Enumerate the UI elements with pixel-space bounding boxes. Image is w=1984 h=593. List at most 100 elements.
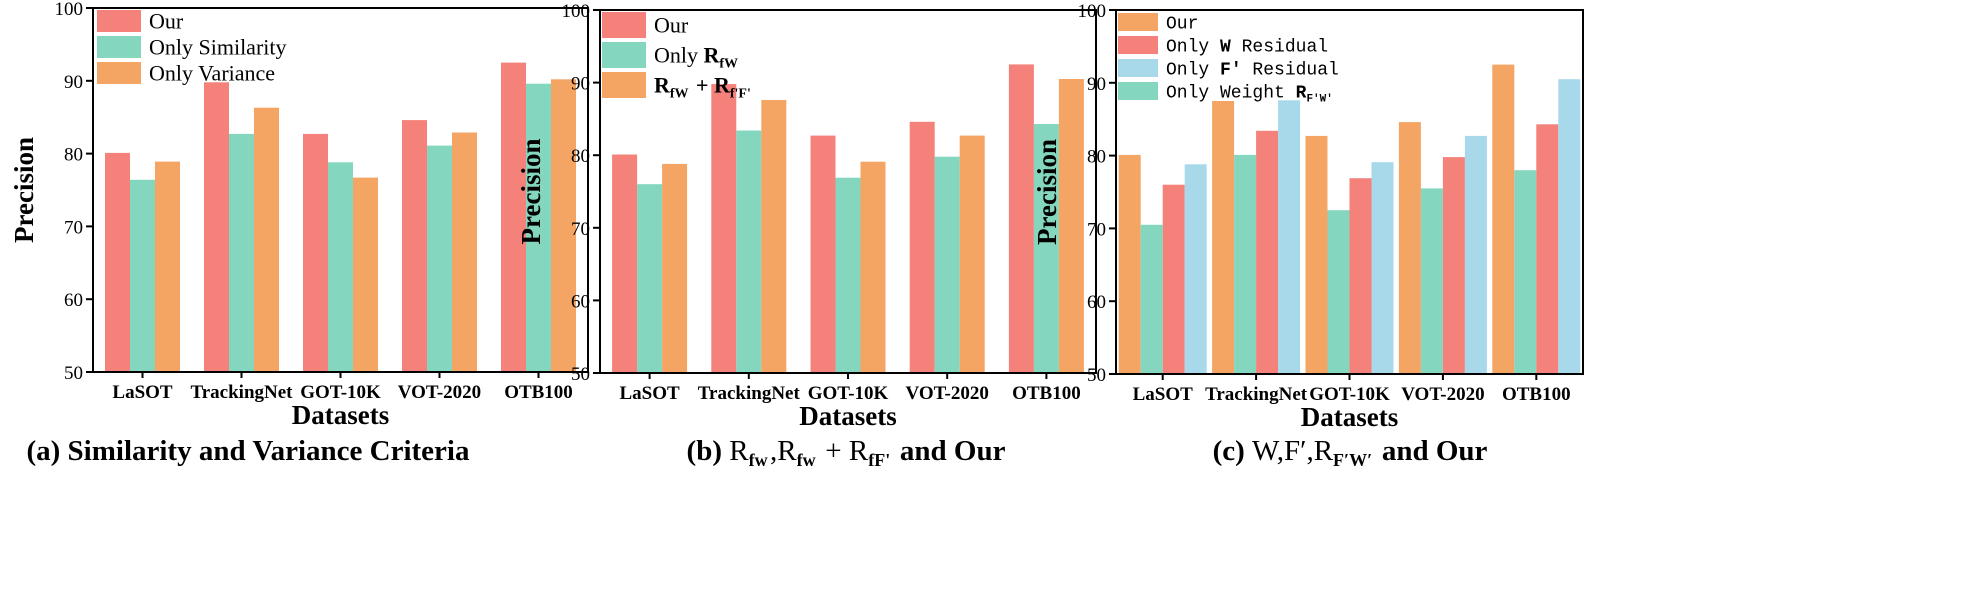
legend-swatch (602, 42, 646, 68)
legend: Our Only W Residual Only F' Residual Only W… (1118, 13, 1339, 105)
y-tick-label: 100 (1078, 1, 1107, 22)
y-tick-label: 80 (571, 146, 590, 167)
y-tick-label: 70 (64, 217, 83, 238)
x-tick-label: GOT-10K (1309, 384, 1390, 405)
legend-label: Only RfW (654, 43, 740, 72)
bar-trackingnet-series-1 (229, 133, 254, 372)
y-tick-label: 60 (571, 291, 590, 312)
bar-lasot-series-3 (1140, 224, 1163, 374)
chart-panel-c: LaSOT TrackingNet GOT-10K VOT-2020 OTB100 50 6… (1032, 1, 1584, 470)
x-axis-title: Datasets (292, 400, 389, 430)
bar-otb100-series-1 (1033, 124, 1059, 373)
bar-trackingnet-series-1 (736, 130, 762, 373)
x-tick-label: GOT-10K (300, 382, 381, 403)
y-tick-label: 50 (1087, 365, 1106, 386)
x-tick-label: GOT-10K (808, 383, 889, 404)
bar-trackingnet-series-0 (711, 84, 737, 373)
legend-swatch (97, 10, 141, 32)
bar-otb100-series-2 (1558, 79, 1581, 374)
legend-label: Only W Residual (1166, 37, 1328, 57)
bar-otb100-series-0 (501, 62, 526, 372)
bar-got-10k-series-3 (1327, 210, 1350, 374)
legend-label: Only Weight RF'W' (1166, 83, 1334, 105)
y-axis-title: Precision (9, 137, 39, 243)
bar-vot-2020-series-1 (427, 145, 452, 372)
bar-vot-2020-series-0 (402, 120, 427, 372)
legend-label: Our (149, 9, 184, 34)
x-tick-label: TrackingNet (190, 382, 293, 403)
y-tick-label: 100 (562, 1, 591, 22)
bar-vot-2020-series-1 (1442, 157, 1465, 374)
legend-swatch (97, 62, 141, 84)
panel-caption: (b) Rfw ,Rfw + RfF' and Our (687, 435, 1006, 470)
legend-swatch (1118, 36, 1158, 54)
bar-got-10k-series-0 (1305, 135, 1328, 374)
x-tick-label: LaSOT (112, 382, 173, 403)
legend-label: RfW + Rf'F' (654, 73, 753, 102)
chart-panel-b: LaSOT TrackingNet GOT-10K VOT-2020 OTB100 50 6… (516, 1, 1097, 470)
x-tick-label: TrackingNet (698, 383, 801, 404)
x-tick-label: OTB100 (1012, 383, 1081, 404)
x-tick-label: OTB100 (1502, 384, 1571, 405)
axes-frame (1115, 9, 1584, 375)
y-tick-label: 80 (1087, 147, 1106, 168)
bar-lasot-series-2 (1184, 164, 1207, 374)
bar-trackingnet-series-3 (1234, 154, 1257, 374)
legend-swatch (1118, 82, 1158, 100)
legend-swatch (602, 12, 646, 38)
x-tick-label: VOT-2020 (398, 382, 481, 403)
bar-got-10k-series-1 (328, 162, 353, 372)
bar-lasot-series-0 (612, 154, 638, 373)
y-axis-title: Precision (1032, 139, 1062, 245)
y-tick-label: 60 (64, 290, 83, 311)
bar-got-10k-series-1 (1349, 178, 1372, 374)
bar-lasot-series-0 (105, 152, 130, 372)
bar-got-10k-series-2 (353, 177, 378, 372)
y-tick-label: 100 (55, 0, 84, 20)
x-tick-label: TrackingNet (1205, 384, 1308, 405)
legend-swatch (602, 72, 646, 98)
y-tick-label: 50 (571, 364, 590, 385)
bar-vot-2020-series-2 (452, 132, 477, 372)
bar-lasot-series-1 (637, 184, 663, 373)
bar-otb100-series-3 (1514, 170, 1537, 374)
bar-otb100-series-0 (1008, 64, 1034, 374)
y-axis-title: Precision (516, 139, 546, 245)
bar-lasot-series-2 (155, 161, 180, 372)
x-tick-label: VOT-2020 (1401, 384, 1484, 405)
panel-caption: (c) W,F′,RF′W′ and Our (1213, 435, 1488, 470)
y-tick-label: 90 (64, 72, 83, 93)
axes-frame (92, 7, 589, 373)
bar-vot-2020-series-3 (1420, 188, 1443, 374)
axes-frame (599, 9, 1097, 374)
bar-otb100-series-2 (551, 79, 576, 373)
panel-caption: (a) Similarity and Variance Criteria (26, 435, 470, 467)
bar-trackingnet-series-2 (254, 107, 279, 372)
bar-vot-2020-series-2 (959, 135, 985, 373)
bar-otb100-series-0 (1492, 64, 1515, 374)
bar-trackingnet-series-0 (204, 82, 229, 373)
y-tick-label: 50 (64, 363, 83, 384)
legend-swatch (1118, 13, 1158, 31)
bar-lasot-series-1 (130, 179, 155, 372)
bar-got-10k-series-2 (1371, 162, 1394, 374)
x-tick-label: OTB100 (504, 382, 573, 403)
bar-lasot-series-0 (1118, 154, 1141, 374)
bar-otb100-series-2 (1058, 79, 1084, 373)
x-tick-label: LaSOT (1133, 384, 1194, 405)
bar-vot-2020-series-2 (1464, 135, 1487, 374)
legend-label: Our (654, 13, 689, 38)
legend-label: Only F' Residual (1166, 60, 1339, 80)
bar-got-10k-series-0 (810, 135, 836, 373)
chart-panel-a: LaSOT TrackingNet GOT-10K VOT-2020 OTB100506… (9, 0, 589, 467)
bar-lasot-series-1 (1162, 184, 1185, 374)
x-tick-label: LaSOT (619, 383, 680, 404)
bar-got-10k-series-1 (835, 177, 861, 373)
y-tick-label: 90 (571, 74, 590, 95)
x-axis-title: Datasets (1301, 402, 1398, 432)
legend-swatch (1118, 59, 1158, 77)
bar-vot-2020-series-1 (934, 156, 960, 373)
bar-got-10k-series-0 (303, 133, 328, 372)
bar-vot-2020-series-0 (1398, 122, 1421, 374)
